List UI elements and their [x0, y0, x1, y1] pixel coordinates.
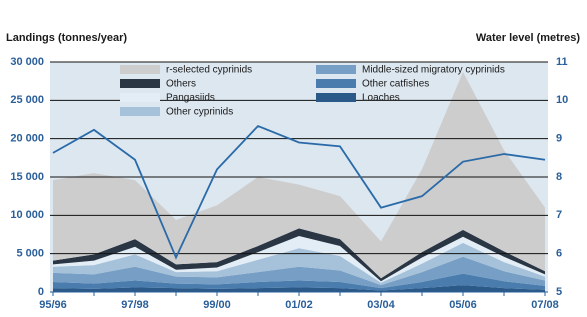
legend-swatch: [316, 93, 356, 102]
legend-label: Other catfishes: [362, 79, 429, 90]
x-tick-label: 05/06: [449, 299, 477, 311]
y-tick-label: 25 000: [10, 94, 44, 106]
legend-swatch: [120, 79, 160, 88]
area: [53, 285, 545, 292]
y-tick-label: 20 000: [10, 133, 44, 145]
y2-tick-label: 6: [556, 248, 562, 260]
y-tick-label: 0: [38, 286, 44, 298]
y-tick-label: 5 000: [16, 248, 44, 260]
legend-swatch: [120, 107, 160, 116]
y2-axis-title: Water level (metres): [476, 32, 580, 44]
x-tick-label: 97/98: [121, 299, 149, 311]
x-tick-label: 01/02: [285, 299, 313, 311]
line: [52, 124, 546, 260]
legend-label: Others: [166, 79, 196, 90]
legend-swatch: [316, 79, 356, 88]
y2-tick-label: 8: [556, 171, 562, 183]
legend-label: Loaches: [362, 93, 400, 104]
y-tick-label: 30 000: [10, 56, 44, 68]
x-tick-label: 99/00: [203, 299, 231, 311]
legend-swatch: [120, 65, 160, 74]
legend: r-selected cyprinids Others Pangasiids Othe…: [120, 65, 505, 118]
y2-tick-label: 7: [556, 209, 562, 221]
y2-tick-label: 11: [556, 56, 568, 68]
y-tick-label: 10 000: [10, 209, 44, 221]
legend-label: r-selected cyprinids: [166, 65, 252, 76]
x-tick-label: 07/08: [531, 299, 559, 311]
legend-label: Middle-sized migratory cyprinids: [362, 65, 505, 76]
x-tick-label: 95/96: [39, 299, 67, 311]
areas: [53, 71, 545, 292]
x-tick-label: 03/04: [367, 299, 395, 311]
area: [53, 256, 545, 289]
y2-tick-label: 9: [556, 133, 562, 145]
y2-tick-label: 10: [556, 94, 568, 106]
y-tick-label: 15 000: [10, 171, 44, 183]
area: [53, 236, 545, 283]
y-axis-title: Landings (tonnes/year): [6, 32, 127, 44]
area: [53, 273, 545, 291]
legend-label: Other cyprinids: [166, 107, 233, 118]
grid: 0 5 000 10 000 15 000 20 000 25 000 30 000 5 6 7 8…: [10, 56, 568, 311]
area: [53, 71, 545, 279]
area: [53, 228, 545, 282]
area: [53, 242, 545, 286]
lines: [52, 124, 546, 260]
legend-label: Pangasiids: [166, 93, 215, 104]
y2-tick-label: 5: [556, 286, 562, 298]
legend-swatch: [120, 93, 160, 102]
legend-swatch: [316, 65, 356, 74]
